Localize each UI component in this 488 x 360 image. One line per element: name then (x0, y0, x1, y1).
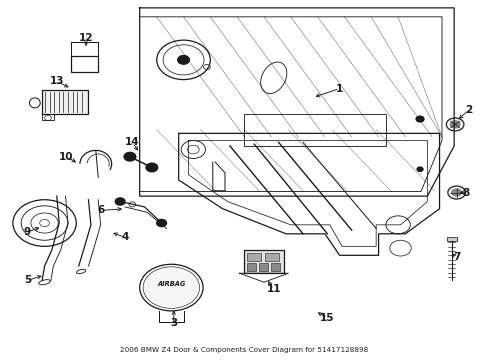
Circle shape (451, 189, 461, 196)
Text: 8: 8 (462, 188, 469, 198)
Text: 14: 14 (125, 138, 140, 147)
Text: 13: 13 (49, 76, 64, 86)
Circle shape (177, 55, 189, 64)
Text: 4: 4 (121, 232, 128, 242)
Circle shape (143, 267, 199, 309)
Bar (244, 114, 385, 146)
Bar (244, 250, 283, 273)
Text: 9: 9 (24, 227, 31, 237)
Text: 11: 11 (266, 284, 281, 294)
Bar (259, 263, 267, 271)
Text: 7: 7 (452, 252, 459, 262)
Circle shape (415, 116, 423, 122)
Bar (264, 253, 278, 261)
Text: 2006 BMW Z4 Door & Components Cover Diagram for 51417128898: 2006 BMW Z4 Door & Components Cover Diag… (120, 347, 368, 354)
Circle shape (115, 198, 125, 205)
Circle shape (449, 121, 459, 128)
Text: 5: 5 (24, 275, 31, 285)
Bar (446, 237, 456, 241)
Circle shape (157, 220, 166, 226)
Bar (270, 263, 279, 271)
Text: 6: 6 (97, 206, 104, 216)
Text: 1: 1 (335, 84, 343, 94)
Bar (42, 114, 54, 120)
Circle shape (416, 167, 422, 171)
Bar (71, 56, 98, 72)
Bar (42, 90, 88, 114)
Bar (247, 253, 261, 261)
Bar (247, 263, 256, 271)
Text: 12: 12 (79, 33, 93, 43)
Circle shape (124, 152, 136, 161)
Text: 10: 10 (59, 152, 74, 162)
Circle shape (146, 163, 158, 172)
Text: 3: 3 (170, 319, 177, 328)
Text: AIRBAG: AIRBAG (157, 281, 185, 287)
Text: 15: 15 (320, 313, 334, 323)
Text: 2: 2 (464, 105, 471, 115)
